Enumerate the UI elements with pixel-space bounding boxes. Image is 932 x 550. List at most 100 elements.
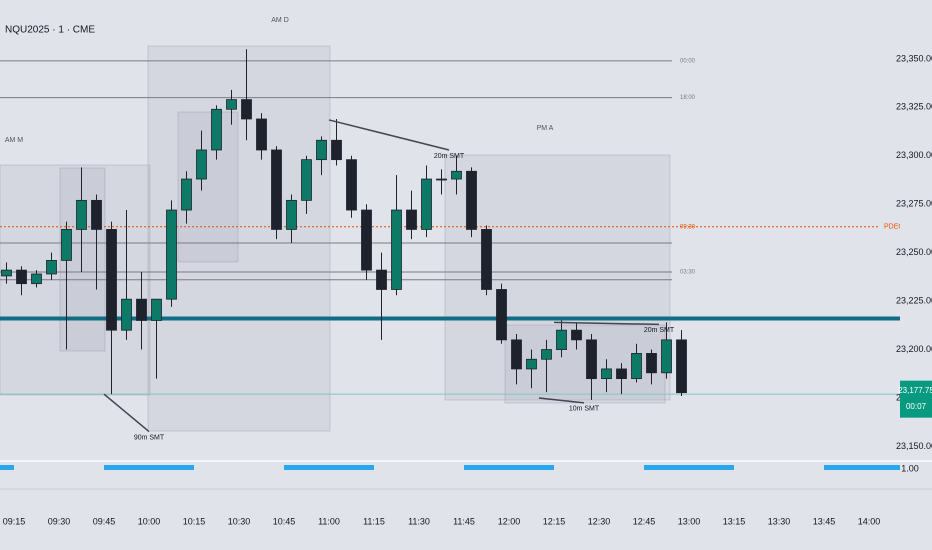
- candle-body: [1, 269, 12, 277]
- smt-line: [538, 397, 585, 404]
- indicator-bar: [0, 465, 14, 470]
- candle-body: [256, 118, 267, 151]
- level-label: 00:00: [680, 58, 696, 64]
- y-tick-label: 23,350.00: [896, 53, 932, 63]
- smt-label: 20m SMT: [434, 153, 465, 160]
- x-tick-label: 09:45: [93, 516, 116, 526]
- candle-body: [616, 368, 627, 380]
- smt-label: 20m SMT: [644, 327, 675, 334]
- candle-body: [286, 199, 297, 230]
- x-tick-label: 10:15: [183, 516, 206, 526]
- candle-body: [61, 229, 72, 261]
- candle-body: [271, 149, 282, 230]
- candle-body: [661, 339, 672, 374]
- level-label: 18:00: [680, 95, 696, 101]
- candle-body: [466, 170, 477, 230]
- smt-label: 10m SMT: [569, 406, 600, 413]
- last-price-badge: [900, 380, 932, 418]
- x-tick-label: 13:00: [678, 516, 701, 526]
- smt-label: 90m SMT: [134, 434, 165, 441]
- candle-body: [511, 339, 522, 370]
- candle-body: [346, 159, 357, 211]
- candle-body: [331, 139, 342, 161]
- level-label: 03:30: [680, 270, 696, 276]
- candle-body: [601, 368, 612, 380]
- x-tick-label: 11:00: [318, 516, 340, 526]
- x-tick-label: 14:00: [858, 516, 881, 526]
- candle-body: [106, 229, 117, 331]
- level-name: PDEQ: [884, 224, 904, 231]
- candle-body: [451, 170, 462, 180]
- candle-body: [556, 329, 567, 350]
- smt-line: [328, 119, 450, 151]
- x-tick-label: 13:15: [723, 516, 746, 526]
- x-tick-label: 10:30: [228, 516, 251, 526]
- indicator-bar: [284, 465, 374, 470]
- candle-body: [316, 139, 327, 161]
- indicator-bar: [644, 465, 734, 470]
- candle-body: [571, 329, 582, 341]
- candle-body: [541, 349, 552, 360]
- x-tick-label: 12:15: [543, 516, 566, 526]
- x-tick-label: 11:45: [453, 516, 475, 526]
- smt-line: [103, 393, 150, 433]
- candle-body: [496, 289, 507, 341]
- plot-area: [0, 45, 671, 432]
- candle-body: [16, 269, 27, 285]
- y-tick-label: 23,300.00: [896, 150, 932, 160]
- x-tick-label: 09:15: [3, 516, 26, 526]
- x-tick-label: 11:15: [363, 516, 385, 526]
- level-label: 09:30: [680, 224, 696, 230]
- session-label: PM A: [537, 125, 554, 132]
- y-tick-label: 23,275.00: [896, 199, 932, 209]
- x-tick-label: 12:00: [498, 516, 521, 526]
- candle-body: [436, 178, 447, 181]
- candle-body: [211, 108, 222, 151]
- session-box: [147, 45, 331, 432]
- x-tick-label: 11:30: [408, 516, 430, 526]
- candle-body: [151, 298, 162, 321]
- indicator-bar: [464, 465, 554, 470]
- candle-body: [646, 353, 657, 374]
- indicator-bar: [104, 465, 194, 470]
- candle-body: [91, 199, 102, 230]
- session-label: AM D: [271, 17, 289, 24]
- x-tick-label: 13:30: [768, 516, 791, 526]
- candle-body: [376, 269, 387, 290]
- candle-body: [241, 99, 252, 120]
- y-tick-label: 23,200.00: [896, 344, 932, 354]
- x-tick-label: 10:45: [273, 516, 296, 526]
- y-tick-label: 23,250.00: [896, 247, 932, 257]
- candle-body: [121, 298, 132, 331]
- candle-body: [676, 339, 687, 394]
- candle-body: [586, 339, 597, 380]
- candle-body: [31, 273, 42, 285]
- x-tick-label: 12:45: [633, 516, 656, 526]
- last-price-label: 23,177.75: [898, 386, 932, 395]
- candle-body: [391, 209, 402, 290]
- candle-body: [301, 159, 312, 201]
- x-tick-label: 12:30: [588, 516, 611, 526]
- candle-body: [421, 178, 432, 230]
- x-tick-label: 09:30: [48, 516, 71, 526]
- candle-body: [136, 298, 147, 321]
- candle-body: [166, 209, 177, 300]
- indicator-bar: [824, 465, 900, 470]
- countdown-label: 00:07: [906, 402, 927, 411]
- y-tick-label: 23,325.00: [896, 102, 932, 112]
- candle-body: [631, 353, 642, 380]
- chart-title: NQU2025 · 1 · CME: [5, 25, 95, 36]
- y-tick-label: 23,150.00: [896, 441, 932, 451]
- candle-body: [361, 209, 372, 271]
- candle-body: [526, 358, 537, 370]
- x-tick-label: 13:45: [813, 516, 836, 526]
- candle-body: [46, 260, 57, 275]
- candle-body: [196, 149, 207, 180]
- x-tick-label: 10:00: [138, 516, 161, 526]
- candle-body: [481, 229, 492, 290]
- indicator-tick-label: 1.00: [901, 463, 919, 473]
- y-tick-label: 23,225.00: [896, 295, 932, 305]
- session-label: AM M: [5, 137, 23, 144]
- candle-body: [226, 99, 237, 110]
